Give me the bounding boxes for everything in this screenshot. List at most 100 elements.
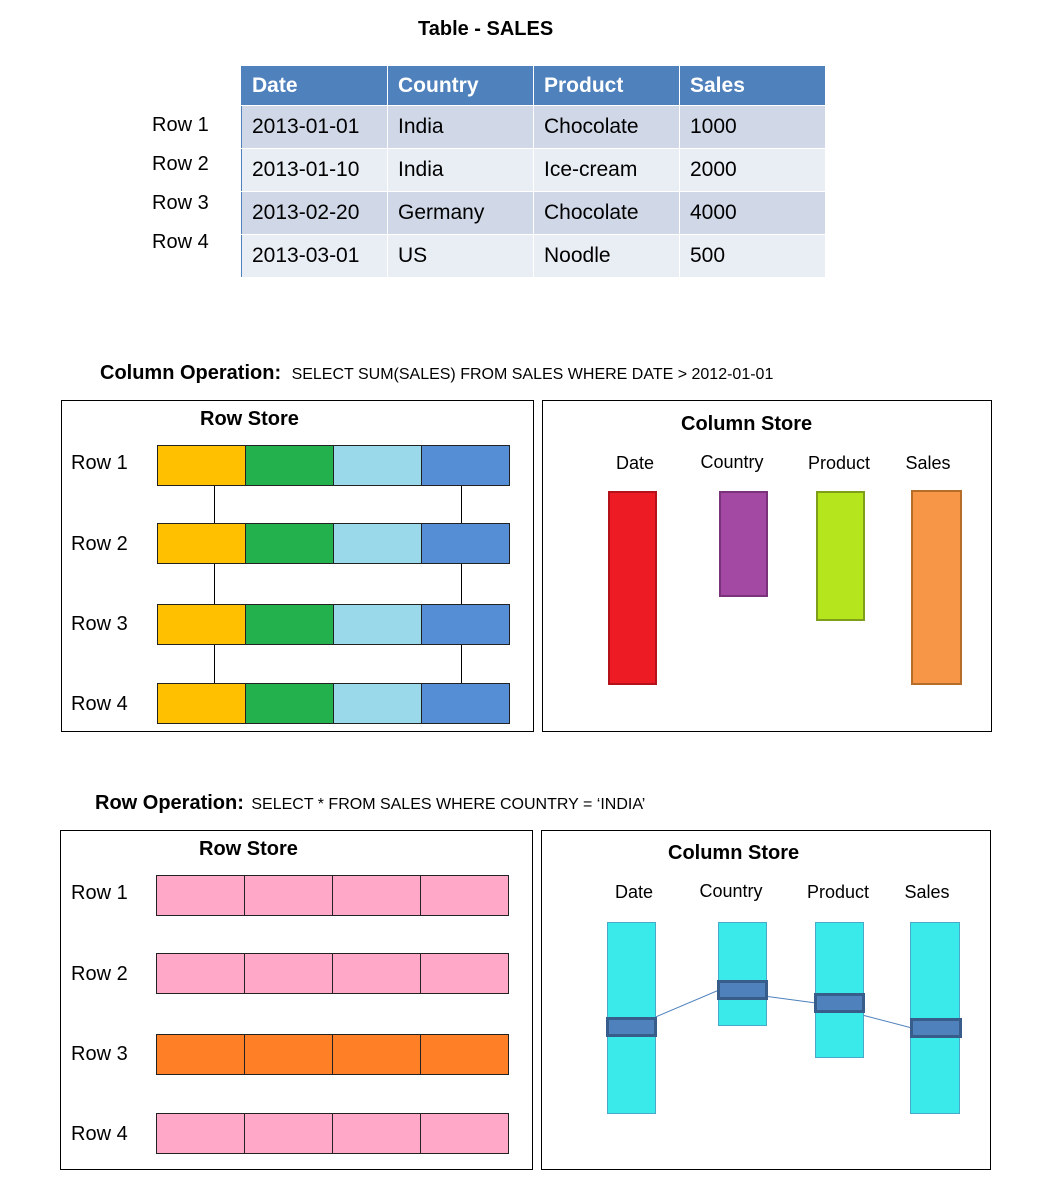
column-operation-caption: Column Operation: SELECT SUM(SALES) FROM… [100,362,773,385]
table-header-row: Date Country Product Sales [241,65,826,106]
column-store-title: Column Store [668,842,800,864]
table-cell: Ice-cream [533,148,680,192]
table-cell: 2013-01-10 [241,148,388,192]
row-store-row-label: Row 1 [71,882,128,904]
column-store-header: Country [700,452,764,472]
row-store-cell [332,953,421,994]
row-store-cell [244,1034,333,1075]
row-store-cell [157,523,246,564]
column-store-highlight [606,1017,657,1037]
table-row: 2013-01-01 India Chocolate 1000 [241,105,826,149]
row-link-line [461,645,462,683]
column-store-column [815,922,864,1058]
row-store-cell [420,953,509,994]
row-store-cell [332,1113,421,1154]
table-row-label: Row 3 [152,192,209,214]
column-store-highlight [717,980,768,1000]
row-store-cell [332,1034,421,1075]
table-cell: Chocolate [533,191,680,235]
row-store-panel-row-op: Row Store Row 1 Row 2 Row 3 Row 4 [60,830,533,1170]
row-link-line [214,486,215,523]
table-cell: Germany [387,191,534,235]
column-store-header: Sales [904,882,950,902]
table-row-label: Row 4 [152,231,209,253]
row-store-row-label: Row 2 [71,963,128,985]
row-store-cell [332,875,421,916]
row-link-line [214,564,215,604]
row-store-cell [156,1113,245,1154]
table-cell: Noodle [533,234,680,278]
row-store-cell [245,604,334,645]
row-store-cell [245,523,334,564]
table-cell: 2013-02-20 [241,191,388,235]
sales-table: Date Country Product Sales 2013-01-01 In… [241,65,826,278]
column-store-panel-column-op: Column Store Date Country Product Sales [542,400,992,732]
row-store-cell [421,445,510,486]
column-store-highlight [814,993,865,1013]
row-store-cell [157,683,246,724]
table-header-cell: Date [241,65,388,106]
table-row: 2013-02-20 Germany Chocolate 4000 [241,191,826,235]
row-link-line [631,989,913,1029]
row-store-cell [244,953,333,994]
row-store-cell [244,1113,333,1154]
row-link-line [214,645,215,683]
table-cell: US [387,234,534,278]
row-store-cell [333,445,422,486]
row-store-cell [420,1034,509,1075]
row-store-row-label: Row 4 [71,1123,128,1145]
row-link-line [461,486,462,523]
column-store-header: Sales [905,453,951,473]
row-store-cell [333,683,422,724]
column-store-header: Product [806,882,870,902]
table-cell: India [387,148,534,192]
column-store-column [718,922,767,1026]
row-store-cell [420,1113,509,1154]
table-cell: 4000 [679,191,826,235]
column-store-panel-row-op: Column Store Date Country Product Sales [541,830,991,1170]
table-row: 2013-01-10 India Ice-cream 2000 [241,148,826,192]
row-store-cell [333,604,422,645]
column-store-column [911,490,962,685]
row-store-cell [421,604,510,645]
row-store-cell [421,683,510,724]
table-row-label: Row 1 [152,114,209,136]
column-operation-label: Column Operation: [100,362,282,384]
row-store-row-label: Row 2 [71,533,128,555]
row-store-cell [245,445,334,486]
row-store-row-label: Row 3 [71,613,128,635]
row-store-title: Row Store [200,408,299,430]
row-store-cell [157,604,246,645]
row-store-row-label: Row 3 [71,1043,128,1065]
table-cell: 2013-01-01 [241,105,388,149]
table-cell: 1000 [679,105,826,149]
table-header-cell: Sales [679,65,826,106]
table-row-label: Row 2 [152,153,209,175]
row-store-cell [156,953,245,994]
row-operation-label: Row Operation: [95,792,244,814]
column-store-title: Column Store [681,413,813,435]
table-header-cell: Product [533,65,680,106]
row-store-cell [156,875,245,916]
row-store-panel-column-op: Row Store Row 1 Row 2 Row 3 Row 4 [61,400,534,732]
row-store-title: Row Store [199,838,298,860]
row-store-cell [421,523,510,564]
row-store-cell [156,1034,245,1075]
row-store-cell [333,523,422,564]
column-operation-query: SELECT SUM(SALES) FROM SALES WHERE DATE … [291,366,774,383]
row-store-row-label: Row 1 [71,452,128,474]
row-store-cell [244,875,333,916]
row-link-line [461,564,462,604]
column-store-header: Date [614,882,654,902]
table-cell: 2013-03-01 [241,234,388,278]
table-cell: 2000 [679,148,826,192]
table-cell: Chocolate [533,105,680,149]
table-title: Table - SALES [418,18,554,40]
column-store-header: Product [807,453,871,473]
row-store-cell [420,875,509,916]
table-cell: India [387,105,534,149]
column-store-header: Date [615,453,655,473]
column-store-column [608,491,657,685]
row-store-row-label: Row 4 [71,693,128,715]
row-operation-caption: Row Operation: SELECT * FROM SALES WHERE… [95,792,645,815]
